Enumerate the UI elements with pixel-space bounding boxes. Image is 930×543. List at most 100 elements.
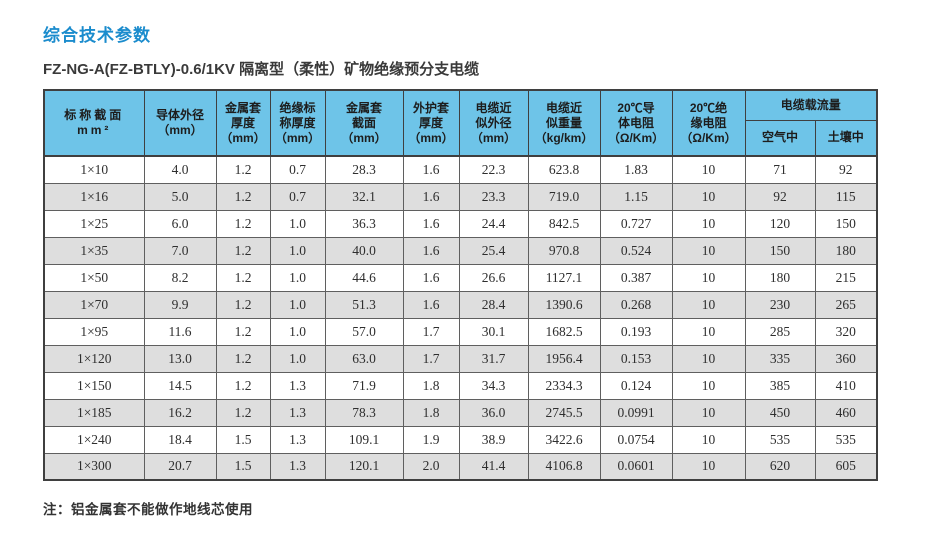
table-cell: 11.6 [143, 317, 217, 346]
table-cell: 1.6 [402, 263, 460, 292]
table-cell: 0.193 [599, 317, 673, 346]
table-cell: 180 [744, 263, 816, 292]
table-cell: 51.3 [324, 290, 404, 319]
table-cell: 1.5 [215, 425, 271, 454]
table-cell: 36.0 [458, 398, 529, 427]
table-cell: 5.0 [143, 182, 217, 211]
table-cell: 842.5 [527, 209, 601, 238]
table-cell: 40.0 [324, 236, 404, 265]
table-cell: 385 [744, 371, 816, 400]
table-cell: 0.268 [599, 290, 673, 319]
table-cell: 71.9 [324, 371, 404, 400]
table-cell: 120.1 [324, 452, 404, 481]
table-cell: 3422.6 [527, 425, 601, 454]
table-cell: 0.0991 [599, 398, 673, 427]
table-cell: 230 [744, 290, 816, 319]
table-cell: 78.3 [324, 398, 404, 427]
table-cell: 0.7 [269, 182, 326, 211]
table-cell: 0.7 [269, 155, 326, 184]
table-cell: 1×300 [43, 452, 145, 481]
table-cell: 215 [814, 263, 878, 292]
table-cell: 1×120 [43, 344, 145, 373]
table-cell: 1.3 [269, 425, 326, 454]
table-cell: 2334.3 [527, 371, 601, 400]
table-cell: 26.6 [458, 263, 529, 292]
table-cell: 0.387 [599, 263, 673, 292]
table-cell: 1682.5 [527, 317, 601, 346]
table-row: 1×50 8.2 1.2 1.0 44.6 1.6 26.6 1127.1 0.387 10 180… [43, 263, 878, 292]
table-cell: 1.6 [402, 209, 460, 238]
table-cell: 1.2 [215, 398, 271, 427]
col-header-conductor-od: 导体外径 （mm） [143, 89, 217, 157]
table-cell: 450 [744, 398, 816, 427]
table-cell: 1.6 [402, 290, 460, 319]
table-cell: 1.5 [215, 452, 271, 481]
table-cell: 6.0 [143, 209, 217, 238]
table-cell: 10 [671, 317, 746, 346]
col-header-cable-approx-od: 电缆近 似外径 （mm） [458, 89, 529, 157]
table-cell: 360 [814, 344, 878, 373]
table-cell: 1.6 [402, 182, 460, 211]
table-cell: 63.0 [324, 344, 404, 373]
table-cell: 719.0 [527, 182, 601, 211]
table-cell: 1.3 [269, 371, 326, 400]
table-cell: 410 [814, 371, 878, 400]
table-cell: 1.7 [402, 344, 460, 373]
table-row: 1×120 13.0 1.2 1.0 63.0 1.7 31.7 1956.4 0.153 10 3… [43, 344, 878, 373]
table-cell: 1127.1 [527, 263, 601, 292]
table-cell: 1.8 [402, 398, 460, 427]
table-cell: 1×70 [43, 290, 145, 319]
table-cell: 265 [814, 290, 878, 319]
table-row: 1×70 9.9 1.2 1.0 51.3 1.6 28.4 1390.6 0.268 10 230… [43, 290, 878, 319]
table-cell: 10 [671, 236, 746, 265]
footnote: 注：铝金属套不能做作地线芯使用 [43, 502, 253, 517]
table-cell: 16.2 [143, 398, 217, 427]
table-cell: 1×50 [43, 263, 145, 292]
table-cell: 1.0 [269, 209, 326, 238]
table-cell: 460 [814, 398, 878, 427]
table-cell: 320 [814, 317, 878, 346]
table-cell: 4106.8 [527, 452, 601, 481]
table-cell: 0.124 [599, 371, 673, 400]
table-cell: 1.2 [215, 209, 271, 238]
table-cell: 92 [814, 155, 878, 184]
product-model-heading: FZ-NG-A(FZ-BTLY)-0.6/1KV 隔离型（柔性）矿物绝缘预分支电… [43, 61, 480, 78]
table-cell: 1.2 [215, 263, 271, 292]
table-cell: 115 [814, 182, 878, 211]
table-row: 1×300 20.7 1.5 1.3 120.1 2.0 41.4 4106.8 0.0601 1… [43, 452, 878, 481]
table-cell: 605 [814, 452, 878, 481]
table-cell: 1×25 [43, 209, 145, 238]
table-cell: 1.2 [215, 317, 271, 346]
table-cell: 1.2 [215, 290, 271, 319]
table-cell: 1.0 [269, 236, 326, 265]
table-cell: 30.1 [458, 317, 529, 346]
col-header-ampacity-air: 空气中 [744, 119, 816, 157]
table-cell: 1×10 [43, 155, 145, 184]
table-cell: 1×240 [43, 425, 145, 454]
table-cell: 1.8 [402, 371, 460, 400]
table-cell: 1×150 [43, 371, 145, 400]
table-cell: 1×185 [43, 398, 145, 427]
table-cell: 0.153 [599, 344, 673, 373]
table-cell: 1.6 [402, 155, 460, 184]
table-cell: 1.15 [599, 182, 673, 211]
table-cell: 10 [671, 209, 746, 238]
table-cell: 8.2 [143, 263, 217, 292]
table-cell: 1.2 [215, 344, 271, 373]
col-header-metal-sheath-section: 金属套 截面 （mm） [324, 89, 404, 157]
spec-table: 标称截面 mm² 导体外径 （mm） 金属套 厚度 （mm） 绝缘标 称厚度 （mm） 金属套 截面（… [43, 89, 879, 481]
table-cell: 0.0601 [599, 452, 673, 481]
table-cell: 623.8 [527, 155, 601, 184]
col-header-metal-sheath-thickness: 金属套 厚度 （mm） [215, 89, 271, 157]
table-cell: 10 [671, 452, 746, 481]
table-cell: 24.4 [458, 209, 529, 238]
table-cell: 36.3 [324, 209, 404, 238]
col-header-ampacity-soil: 土壤中 [814, 119, 878, 157]
table-cell: 1.0 [269, 263, 326, 292]
table-cell: 25.4 [458, 236, 529, 265]
table-cell: 32.1 [324, 182, 404, 211]
table-row: 1×150 14.5 1.2 1.3 71.9 1.8 34.3 2334.3 0.124 10 3… [43, 371, 878, 400]
table-cell: 0.524 [599, 236, 673, 265]
table-cell: 4.0 [143, 155, 217, 184]
